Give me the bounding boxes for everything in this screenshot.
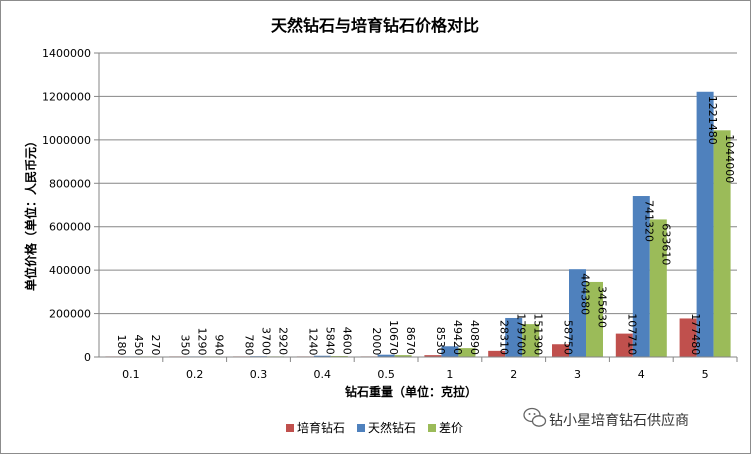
legend-swatch	[428, 424, 436, 432]
y-tick-label: 200000	[49, 308, 91, 321]
data-label: 1240	[306, 328, 319, 356]
y-tick-label: 600000	[49, 221, 91, 234]
data-label: 2920	[277, 327, 290, 355]
y-tick-label: 400000	[49, 264, 91, 277]
y-tick-label: 1000000	[42, 134, 91, 147]
x-tick-label: 4	[638, 368, 645, 381]
data-label: 1290	[196, 328, 209, 356]
data-label: 177480	[689, 313, 702, 355]
data-label: 40890	[468, 320, 481, 355]
x-tick-label: 2	[510, 368, 517, 381]
watermark: 钻小星培育钻石供应商	[523, 407, 689, 429]
bar-2	[394, 355, 412, 357]
y-tick-label: 800000	[49, 177, 91, 190]
x-tick-label: 0.1	[122, 368, 140, 381]
bars	[105, 91, 731, 357]
bar-2	[713, 130, 731, 357]
legend-label: 培育钻石	[297, 420, 345, 435]
data-label: 345630	[596, 286, 609, 328]
data-label: 8670	[404, 327, 417, 355]
bar-2	[649, 219, 667, 357]
bar-0	[615, 333, 633, 357]
data-label: 633610	[659, 223, 672, 265]
bar-1	[696, 91, 714, 357]
x-tick-label: 0.5	[377, 368, 395, 381]
bar-0	[679, 318, 697, 357]
data-label: 58750	[562, 320, 575, 355]
x-tick-label: 5	[702, 368, 709, 381]
legend: 培育钻石 天然钻石 差价	[286, 420, 463, 435]
bar-1	[569, 269, 586, 357]
wechat-icon	[523, 407, 547, 427]
bar-1	[377, 354, 395, 357]
data-label: 107710	[625, 313, 638, 355]
data-label: 10670	[387, 320, 400, 355]
y-tick-label: 1200000	[42, 90, 91, 103]
x-tick-label: 0.2	[186, 368, 204, 381]
data-label: 1044000	[723, 134, 736, 183]
data-label: 350	[179, 335, 192, 356]
bar-0	[552, 344, 569, 357]
axes: 0 200000 400000 600000 800000 1000000 1200000 1…	[42, 47, 738, 381]
bar-2	[522, 324, 540, 357]
data-label: 179700	[515, 313, 528, 355]
legend-label: 差价	[439, 421, 463, 435]
data-label: 270	[149, 335, 162, 356]
data-label: 151390	[532, 313, 545, 355]
bar-1	[632, 196, 650, 357]
watermark-text: 钻小星培育钻石供应商	[549, 412, 689, 429]
bar-2	[586, 281, 603, 357]
data-label: 404380	[579, 273, 592, 315]
data-label: 4600	[340, 327, 353, 355]
data-label: 3700	[260, 327, 273, 355]
data-label: 940	[213, 334, 226, 355]
data-label: 28310	[498, 320, 511, 355]
x-axis-title: 钻石重量（单位：克拉）	[345, 384, 477, 399]
chart-title: 天然钻石与培育钻石价格对比	[271, 16, 479, 35]
y-tick-label: 1400000	[42, 47, 91, 60]
data-label: 2000	[370, 327, 383, 355]
bar-2	[458, 348, 476, 357]
legend-label: 天然钻石	[368, 420, 416, 435]
x-tick-label: 0.3	[250, 368, 268, 381]
gridlines	[99, 52, 737, 358]
y-axis-title: 单位价格（单位：人民币元）	[23, 135, 38, 291]
data-label: 780	[243, 334, 256, 355]
bar-1	[505, 317, 523, 357]
y-tick-label: 0	[84, 351, 91, 364]
legend-swatch	[286, 424, 294, 432]
bar-0	[488, 350, 506, 357]
bar-0	[424, 355, 442, 357]
x-tick-label: 3	[574, 368, 581, 381]
data-labels: 180 450 270 350 1290 940 780 3700 2920 1240 5840 46…	[115, 96, 736, 356]
bar-1	[313, 355, 331, 357]
data-label: 450	[132, 335, 145, 356]
data-label: 49420	[451, 320, 464, 355]
data-label: 741320	[642, 200, 655, 242]
x-tick-label: 1	[446, 368, 453, 381]
legend-swatch	[357, 424, 365, 432]
data-label: 8530	[434, 327, 447, 355]
x-tick-label: 0.4	[314, 368, 332, 381]
data-label: 180	[115, 335, 128, 356]
data-label: 5840	[323, 327, 336, 355]
bar-1	[441, 346, 459, 357]
data-label: 1221480	[706, 96, 719, 145]
